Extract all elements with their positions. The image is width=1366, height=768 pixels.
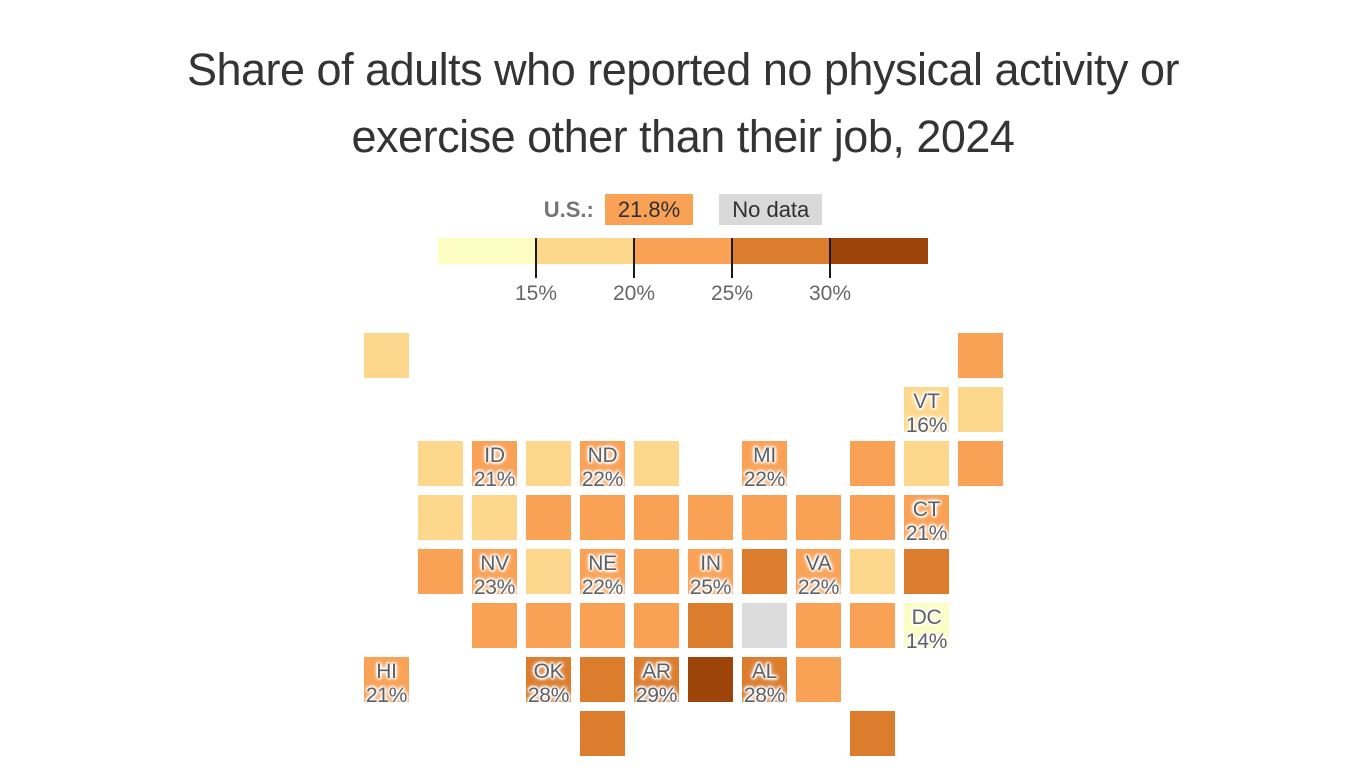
scale-tick-label-2: 20% — [612, 282, 656, 305]
state-tile-DC: DC 14% — [904, 603, 949, 653]
state-label-HI: HI 21% — [365, 660, 408, 707]
state-label-VA: VA 22% — [797, 552, 840, 599]
chart-title-line-2: exercise other than their job, 2024 — [351, 111, 1015, 162]
state-tile-IN: IN 25% — [688, 549, 733, 599]
state-label-MI: MI 22% — [743, 444, 786, 491]
state-tile-ND: ND 22% — [580, 441, 625, 491]
state-tile-MS — [688, 657, 733, 702]
scale-tick-label-3: 25% — [710, 282, 754, 305]
chart-title-line-1: Share of adults who reported no physical… — [186, 44, 1180, 95]
state-tile-WA — [418, 441, 463, 486]
state-tile-KS — [580, 603, 625, 648]
state-label-OK: OK 28% — [527, 660, 570, 707]
state-tile-TN — [688, 603, 733, 648]
us-average-value-badge: 21.8% — [604, 194, 694, 225]
state-tile-AZ — [472, 603, 517, 648]
state-label-VT: VT 16% — [905, 390, 948, 437]
state-tile-PA — [796, 495, 841, 540]
state-label-ND: ND 22% — [581, 444, 624, 491]
state-label-DC: DC 14% — [905, 606, 948, 653]
state-label-NV: NV 23% — [473, 552, 516, 599]
scale-tick-label-4: 30% — [808, 282, 852, 305]
scale-tick-4 — [829, 238, 831, 278]
color-scale-bar — [438, 238, 928, 264]
state-tile-TX — [580, 711, 625, 756]
state-tile-GA — [796, 657, 841, 702]
state-tile-NJ — [850, 495, 895, 540]
state-tile-ME — [958, 333, 1003, 378]
state-label-AL: AL 28% — [743, 660, 786, 707]
state-tile-DE — [904, 549, 949, 594]
state-tile-NY — [850, 441, 895, 486]
state-tile-HI: HI 21% — [364, 657, 409, 707]
scale-tick-2 — [633, 238, 635, 278]
scale-tick-1 — [535, 238, 537, 278]
state-tile-OR — [418, 495, 463, 540]
chart-title: Share of adults who reported no physical… — [0, 36, 1366, 170]
state-tile-IA — [634, 495, 679, 540]
state-tile-MI: MI 22% — [742, 441, 787, 491]
scale-tick-3 — [731, 238, 733, 278]
no-data-badge: No data — [719, 194, 823, 225]
state-tile-SD — [580, 495, 625, 540]
scale-segment-5 — [830, 238, 928, 264]
state-tile-MT — [526, 441, 571, 486]
state-label-AR: AR 29% — [635, 660, 678, 707]
state-tile-LA — [580, 657, 625, 702]
state-tile-MO — [634, 603, 679, 648]
state-tile-FL — [850, 711, 895, 756]
scale-segment-3 — [634, 238, 732, 264]
state-tile-NE: NE 22% — [580, 549, 625, 599]
scale-segment-4 — [732, 238, 830, 264]
state-tile-MA — [904, 441, 949, 486]
state-label-IN: IN 25% — [689, 552, 732, 599]
state-tile-VT: VT 16% — [904, 387, 949, 437]
state-tile-UT — [472, 495, 517, 540]
state-tile-OH — [742, 495, 787, 540]
state-tile-NC — [796, 603, 841, 648]
state-tile-CO — [526, 549, 571, 594]
state-tile-RI — [958, 441, 1003, 486]
state-tile-WV — [742, 549, 787, 594]
state-tile-KY — [742, 603, 787, 648]
state-tile-WI — [688, 495, 733, 540]
scale-segment-2 — [536, 238, 634, 264]
state-tile-AK — [364, 333, 409, 378]
state-tile-ID: ID 21% — [472, 441, 517, 491]
scale-tick-label-1: 15% — [514, 282, 558, 305]
state-label-ID: ID 21% — [473, 444, 516, 491]
legend-key: U.S.: 21.8% No data — [0, 194, 1366, 225]
state-tile-NM — [526, 603, 571, 648]
state-tile-CA — [418, 549, 463, 594]
state-tile-NV: NV 23% — [472, 549, 517, 599]
state-tile-IL — [634, 549, 679, 594]
state-tile-AL: AL 28% — [742, 657, 787, 707]
state-tile-AR: AR 29% — [634, 657, 679, 707]
state-tile-NH — [958, 387, 1003, 432]
state-tile-WY — [526, 495, 571, 540]
state-label-CT: CT 21% — [905, 498, 948, 545]
us-average-label: U.S.: — [543, 196, 594, 222]
state-tile-MN — [634, 441, 679, 486]
state-tile-CT: CT 21% — [904, 495, 949, 545]
scale-segment-1 — [438, 238, 536, 264]
color-scale: 15% 20% 25% 30% — [438, 238, 928, 305]
state-tile-OK: OK 28% — [526, 657, 571, 707]
state-tile-VA: VA 22% — [796, 549, 841, 599]
state-tile-MD — [850, 549, 895, 594]
state-label-NE: NE 22% — [581, 552, 624, 599]
state-tile-SC — [850, 603, 895, 648]
